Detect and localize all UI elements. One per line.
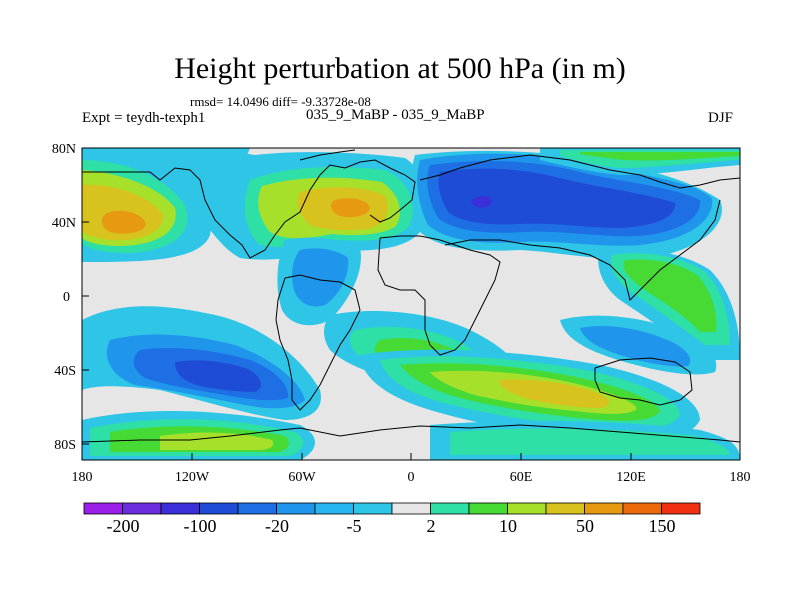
lat-axis: 80N 40N 0 40S 80S [52, 142, 89, 453]
lat-tick-label: 40N [52, 216, 76, 231]
colorbar-swatch [276, 502, 316, 515]
coastline-greenland [299, 149, 356, 161]
colorbar-swatch [584, 502, 624, 515]
lat-tick-80s: 80S [54, 438, 89, 453]
contour-green-north-pole [580, 152, 740, 161]
contour-blue3-south-west [175, 360, 262, 392]
lat-tick-label: 40S [54, 364, 76, 379]
colorbar-swatch [468, 502, 508, 515]
coastline-north-america [82, 159, 416, 259]
lon-tick-60w: 60W [288, 453, 316, 485]
colorbar-label: -5 [347, 516, 362, 536]
lat-tick-eq: 0 [63, 290, 89, 305]
contour-lime-south-pole [160, 432, 274, 450]
comparison-subtitle: 035_9_MaBP - 035_9_MaBP [306, 107, 485, 123]
lon-tick-label: 180 [72, 470, 93, 485]
experiment-label: Expt = teydh-texph1 [82, 110, 206, 126]
colorbar-label: -20 [265, 516, 289, 536]
lon-tick-60e: 60E [510, 453, 533, 485]
plot-title: Height perturbation at 500 hPa (in m) [174, 52, 626, 85]
contour-blue1-central-tropics [292, 248, 349, 307]
colorbar-swatch [391, 502, 431, 515]
season-label: DJF [708, 110, 734, 126]
lon-tick-label: 120E [616, 470, 646, 485]
coastline-australia [594, 357, 693, 406]
colorbar-swatch [661, 502, 701, 515]
lat-tick-80n: 80N [52, 142, 89, 157]
lon-tick-label: 0 [408, 470, 415, 485]
stats-label: rmsd= 14.0496 diff= -9.33728e-08 [190, 94, 371, 109]
colorbar-label: 50 [576, 516, 594, 536]
colorbar-swatch [237, 502, 277, 515]
colorbar-label: -200 [107, 516, 140, 536]
colorbar-swatch [160, 502, 200, 515]
lon-tick-0: 0 [408, 453, 415, 485]
colorbar-label: 10 [499, 516, 517, 536]
colorbar-label: -100 [184, 516, 217, 536]
lon-axis: 180 120W 60W 0 60E 120E 180 [72, 453, 751, 485]
lon-tick-120e: 120E [616, 453, 646, 485]
coastline-south-america [275, 274, 361, 411]
colorbar: -200 -100 -20 -5 2 10 50 150 [83, 502, 701, 536]
contour-green-east-mid [623, 259, 717, 332]
lon-tick-label: 60W [288, 470, 316, 485]
contour-blue4-north-east [471, 196, 492, 208]
contour-orange-north-west [101, 210, 146, 234]
colorbar-swatch [83, 502, 123, 515]
lon-tick-label: 180 [730, 470, 751, 485]
lat-tick-label: 0 [63, 290, 70, 305]
coastline-africa [377, 235, 501, 356]
contour-orange-north-central [330, 198, 370, 218]
colorbar-swatch [314, 502, 354, 515]
colorbar-swatch [507, 502, 547, 515]
colorbar-swatch [122, 502, 162, 515]
contour-yellow-south-east [499, 379, 609, 408]
coastlines [82, 149, 740, 443]
colorbar-swatch [622, 502, 662, 515]
contour-blue3-north-east [438, 168, 676, 228]
colorbar-swatches [83, 502, 701, 515]
lon-tick-label: 60E [510, 470, 533, 485]
colorbar-label: 2 [427, 516, 436, 536]
lon-tick-label: 120W [175, 470, 210, 485]
colorbar-label: 150 [649, 516, 676, 536]
coastline-antarctica [82, 424, 740, 443]
lat-tick-label: 80S [54, 438, 76, 453]
contour-blue1-east-south-mid [580, 325, 691, 367]
lon-tick-120w: 120W [175, 453, 210, 485]
lon-tick-180e: 180 [730, 453, 751, 485]
colorbar-swatch [545, 502, 585, 515]
contour-field [82, 148, 740, 460]
colorbar-swatch [353, 502, 393, 515]
colorbar-swatch [430, 502, 470, 515]
colorbar-swatch [199, 502, 239, 515]
lat-tick-40s: 40S [54, 364, 89, 379]
lat-tick-label: 80N [52, 142, 76, 157]
lon-tick-180w: 180 [72, 453, 93, 485]
lat-tick-40n: 40N [52, 216, 89, 231]
coastline-eurasia [419, 154, 740, 301]
